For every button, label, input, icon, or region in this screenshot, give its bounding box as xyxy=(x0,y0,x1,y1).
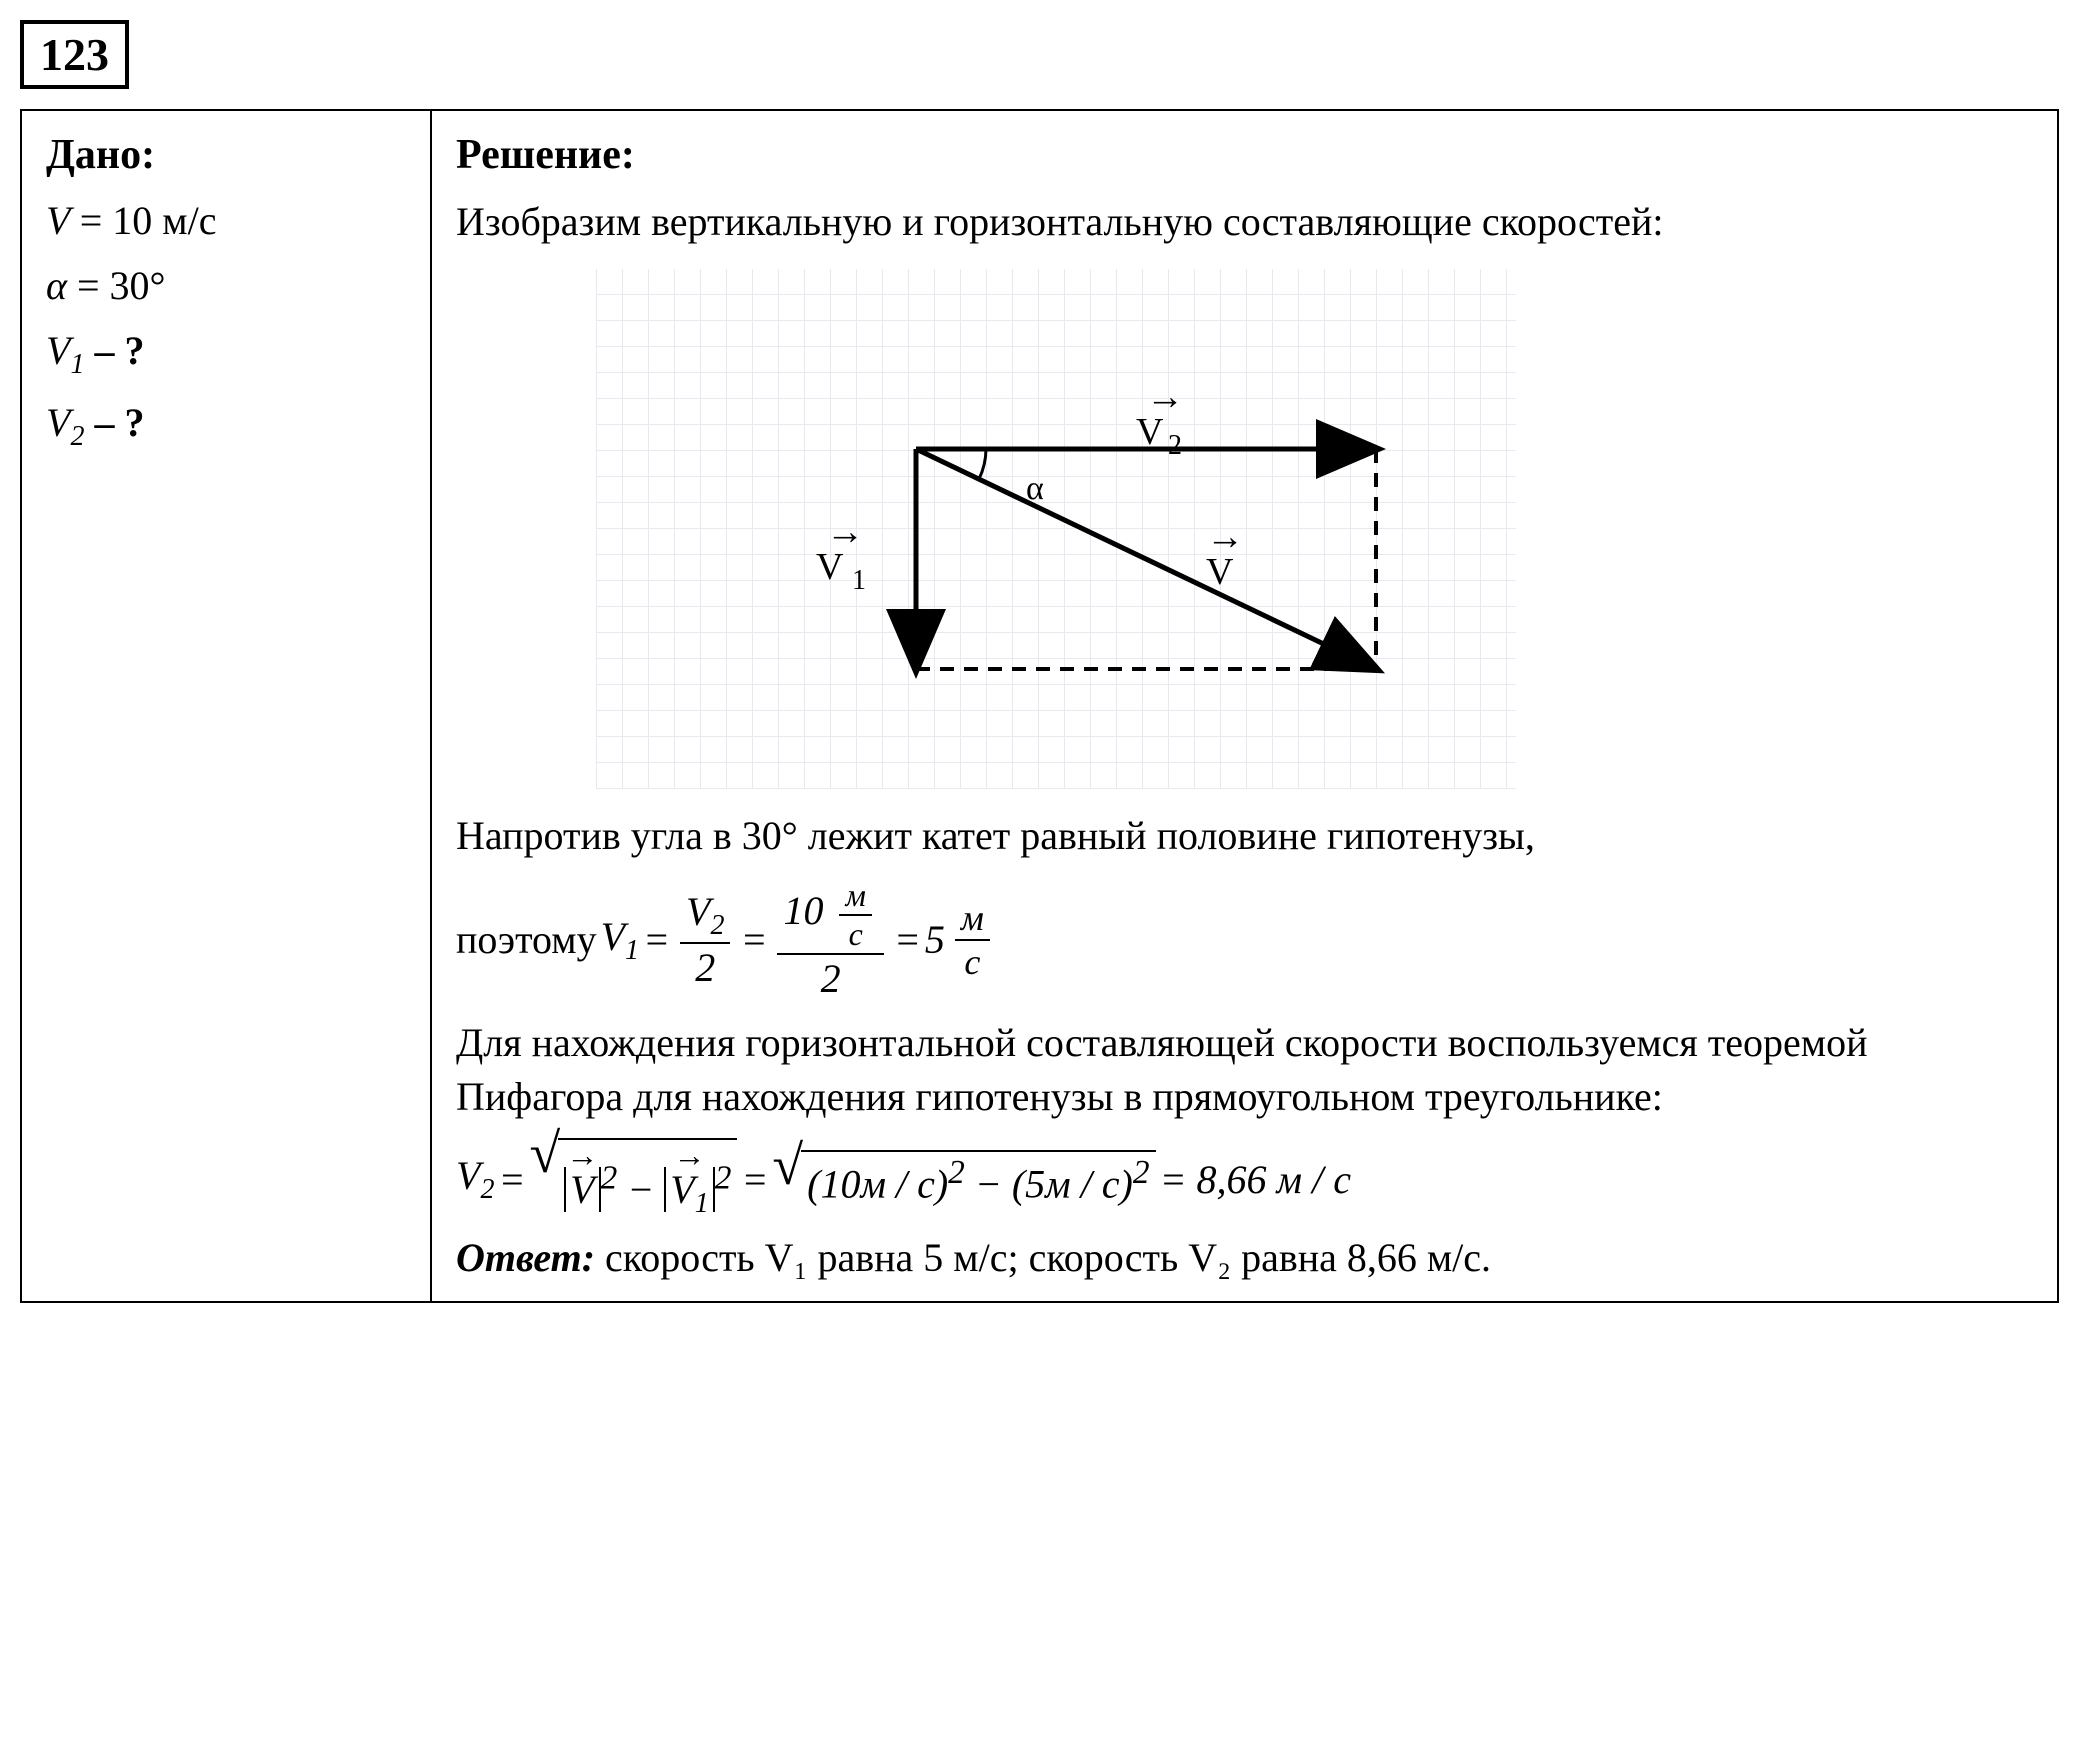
v2-result: = 8,66 м / с xyxy=(1160,1156,1351,1203)
given-v1-sub: 1 xyxy=(70,349,84,380)
v1-frac2: 10 м с 2 xyxy=(777,877,883,1002)
diagram-svg: → V 2 → V 1 → V α xyxy=(596,269,1516,789)
v1-lhs: V1 xyxy=(601,913,639,967)
solution-table: Дано: V = 10 м/с α = 30° V1 – ? V2 – ? Р… xyxy=(20,109,2059,1303)
answer-text: скорость V₁ равна 5 м/с; скорость V₂ рав… xyxy=(595,1235,1491,1280)
given-v2: V2 – ? xyxy=(46,399,406,453)
v1-frac1: V2 2 xyxy=(680,888,730,991)
given-v2-q: – ? xyxy=(94,400,144,445)
vector-v xyxy=(916,449,1376,669)
line-30deg: Напротив угла в 30° лежит катет равный п… xyxy=(456,809,2033,863)
label-v1: V xyxy=(816,546,844,588)
given-alpha-value: = 30° xyxy=(77,263,166,308)
given-v1-label: V xyxy=(46,328,70,373)
label-v1-sub: 1 xyxy=(852,565,866,596)
label-v: V xyxy=(1206,551,1234,593)
given-alpha-label: α xyxy=(46,263,67,308)
v2-sqrt1: √ V2 − V12 xyxy=(529,1138,737,1220)
v2-sqrt2: √ (10м / с)2 − (5м / с)2 xyxy=(772,1150,1155,1207)
given-column: Дано: V = 10 м/с α = 30° V1 – ? V2 – ? xyxy=(22,111,432,1301)
given-v-label: V xyxy=(46,198,70,243)
given-v2-label: V xyxy=(46,400,70,445)
label-v2-sub: 2 xyxy=(1168,430,1182,461)
given-v2-sub: 2 xyxy=(70,421,84,452)
equals-5: = xyxy=(741,1156,768,1203)
solution-intro: Изобразим вертикальную и горизонтальную … xyxy=(456,195,2033,249)
label-v2: V xyxy=(1136,411,1164,453)
angle-arc xyxy=(979,449,986,479)
v1-prefix: поэтому xyxy=(456,916,597,963)
v1-result-unit: м с xyxy=(955,897,990,983)
equals-2: = xyxy=(740,916,767,963)
v1-equation: поэтому V1 = V2 2 = 10 м с 2 = 5 xyxy=(456,877,2033,1002)
problem-number: 123 xyxy=(20,20,129,89)
equals-4: = xyxy=(498,1156,525,1203)
equals-1: = xyxy=(643,916,670,963)
given-alpha: α = 30° xyxy=(46,262,406,309)
v2-equation: V2 = √ V2 − V12 = √ (10м / с)2 − (5м / с… xyxy=(456,1138,2033,1220)
solution-column: Решение: Изобразим вертикальную и горизо… xyxy=(432,111,2057,1301)
given-v1-q: – ? xyxy=(94,328,144,373)
line-horizontal: Для нахождения горизонтальной составляющ… xyxy=(456,1016,2033,1124)
equals-3: = xyxy=(894,916,921,963)
label-alpha: α xyxy=(1026,470,1044,507)
vector-diagram: → V 2 → V 1 → V α xyxy=(596,269,1516,789)
given-v-value: = 10 м/с xyxy=(80,198,217,243)
v2-lhs: V2 xyxy=(456,1152,494,1206)
given-v1: V1 – ? xyxy=(46,327,406,381)
given-title: Дано: xyxy=(46,131,406,179)
given-v: V = 10 м/с xyxy=(46,197,406,244)
v1-result-val: 5 xyxy=(925,916,945,963)
solution-title: Решение: xyxy=(456,131,2033,179)
answer-line: Ответ: скорость V₁ равна 5 м/с; скорость… xyxy=(456,1234,2033,1281)
answer-label: Ответ: xyxy=(456,1235,595,1280)
